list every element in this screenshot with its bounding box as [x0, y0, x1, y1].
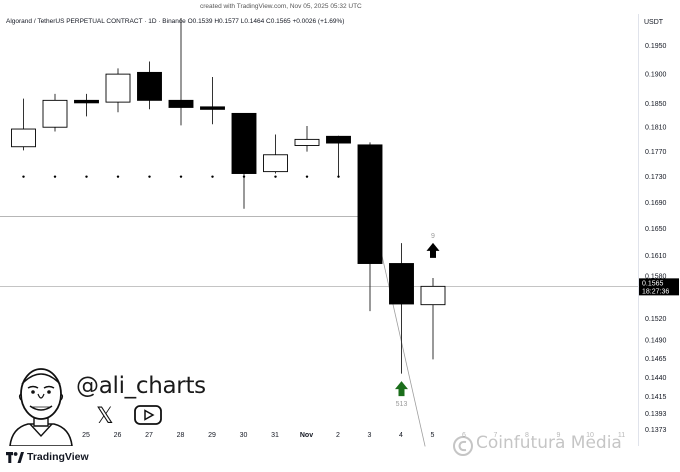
price-change: +0.0026 (+1.69%) [292, 18, 345, 25]
candle-body-down [231, 112, 257, 174]
x-tick-label: Nov [300, 432, 313, 439]
x-tick-label: 9 [557, 432, 561, 439]
y-tick-label: 0.1393 [645, 411, 667, 418]
signals: 513 9 [395, 233, 440, 408]
y-tick-label: 0.1580 [645, 273, 667, 280]
x-tick-label: 6 [462, 432, 466, 439]
time-axis: 25 26 27 28 29 30 31 Nov 2 3 4 5 6 7 8 9 10 11 [82, 432, 625, 439]
avatar-illustration [9, 368, 73, 447]
sell-setup-dots [22, 175, 340, 178]
author-handle: @ali_charts [76, 373, 206, 399]
setup-dot [211, 175, 214, 178]
y-tick-label: 0.1730 [645, 174, 667, 181]
candle-body-down [74, 99, 99, 104]
avatar [8, 362, 74, 447]
setup-dot [274, 175, 277, 178]
setup-dot [242, 175, 246, 178]
watermark-icon [452, 435, 474, 457]
setup-dot [85, 175, 88, 178]
x-tick-label: 4 [399, 432, 403, 439]
price-badge-value: 0.1565 [642, 280, 664, 287]
x-tick-label: 29 [208, 432, 216, 439]
buy-signal-arrow [395, 381, 408, 397]
y-tick-label: 0.1520 [645, 316, 667, 323]
ohlc-high: H0.1577 [214, 18, 239, 25]
y-tick-label: 0.1650 [645, 226, 667, 233]
symbol-name: Algorand / TetherUS PERPETUAL CONTRACT ·… [6, 18, 186, 25]
candle-body-up [294, 138, 320, 146]
candle-body-down [326, 135, 351, 144]
y-tick-label: 0.1465 [645, 356, 667, 363]
x-tick-label: 31 [271, 432, 279, 439]
price-axis: 0.1950 0.1900 0.1850 0.1810 0.1770 0.1730 0.16… [638, 14, 679, 446]
youtube-icon [134, 404, 162, 426]
y-tick-label: 0.1770 [645, 149, 667, 156]
setup-dot [179, 175, 183, 178]
y-tick-label: 0.1415 [645, 394, 667, 401]
tradingview-logo: TradingView [6, 450, 89, 464]
x-tick-label: 10 [586, 432, 594, 439]
y-tick-label: 0.1810 [645, 125, 667, 132]
y-tick-label: 0.1850 [645, 101, 667, 108]
candle-body-down [357, 144, 383, 264]
y-tick-label: 0.1690 [645, 200, 667, 207]
x-tick-label: 28 [177, 432, 185, 439]
y-tick-label: 0.1440 [645, 375, 667, 382]
setup-dot [116, 175, 120, 178]
signal-count-label: 513 [396, 401, 408, 408]
y-tick-label: 0.1373 [645, 427, 667, 434]
x-tick-label: 8 [525, 432, 529, 439]
y-tick-label: 0.1950 [645, 43, 667, 50]
setup-dot [305, 175, 309, 178]
y-tick-label: 0.1490 [645, 338, 667, 345]
x-logo-icon: 𝕏 [96, 404, 114, 429]
candle-body-down [200, 106, 225, 110]
setup-dot [53, 175, 57, 178]
up-signal-arrow [426, 242, 440, 258]
candle-body-down [389, 263, 414, 305]
ohlc-open: O0.1539 [187, 18, 213, 25]
price-badge-countdown: 18:27:36 [642, 288, 669, 295]
x-tick-label: 2 [336, 432, 340, 439]
setup-dot [22, 175, 25, 178]
symbol-legend: Algorand / TetherUS PERPETUAL CONTRACT ·… [6, 18, 344, 25]
x-tick-label: 11 [618, 432, 625, 439]
y-tick-label: 0.1610 [645, 253, 667, 260]
watermark-text: Coinfutura Media [476, 433, 622, 453]
tradingview-wordmark: TradingView [27, 451, 89, 463]
candle-body-up [11, 128, 36, 148]
candle-body-up [263, 154, 288, 173]
setup-dot [148, 175, 151, 178]
ohlc-low: L0.1464 [240, 18, 265, 25]
y-tick-label: 0.1900 [645, 72, 667, 79]
created-with-caption: created with TradingView.com, Nov 05, 20… [200, 3, 362, 10]
candle-body-up [42, 99, 68, 128]
candle-body-down [137, 71, 162, 101]
x-tick-label: 30 [240, 432, 248, 439]
x-tick-label: 7 [494, 432, 498, 439]
ohlc-close: C0.1565 [266, 18, 291, 25]
x-tick-label: 3 [368, 432, 372, 439]
tradingview-logo-icon [6, 451, 24, 463]
price-badge [639, 278, 679, 296]
setup-dot [337, 175, 340, 178]
candle-body-down [168, 99, 194, 108]
currency-label: USDT [644, 19, 664, 26]
candle-body-up [420, 285, 446, 306]
x-tick-label: 5 [431, 432, 435, 439]
x-tick-label: 27 [145, 432, 153, 439]
x-tick-label: 25 [82, 432, 90, 439]
candle-body-up [105, 73, 131, 103]
signal-count-label: 9 [431, 233, 435, 240]
candles [11, 18, 446, 374]
x-tick-label: 26 [114, 432, 122, 439]
